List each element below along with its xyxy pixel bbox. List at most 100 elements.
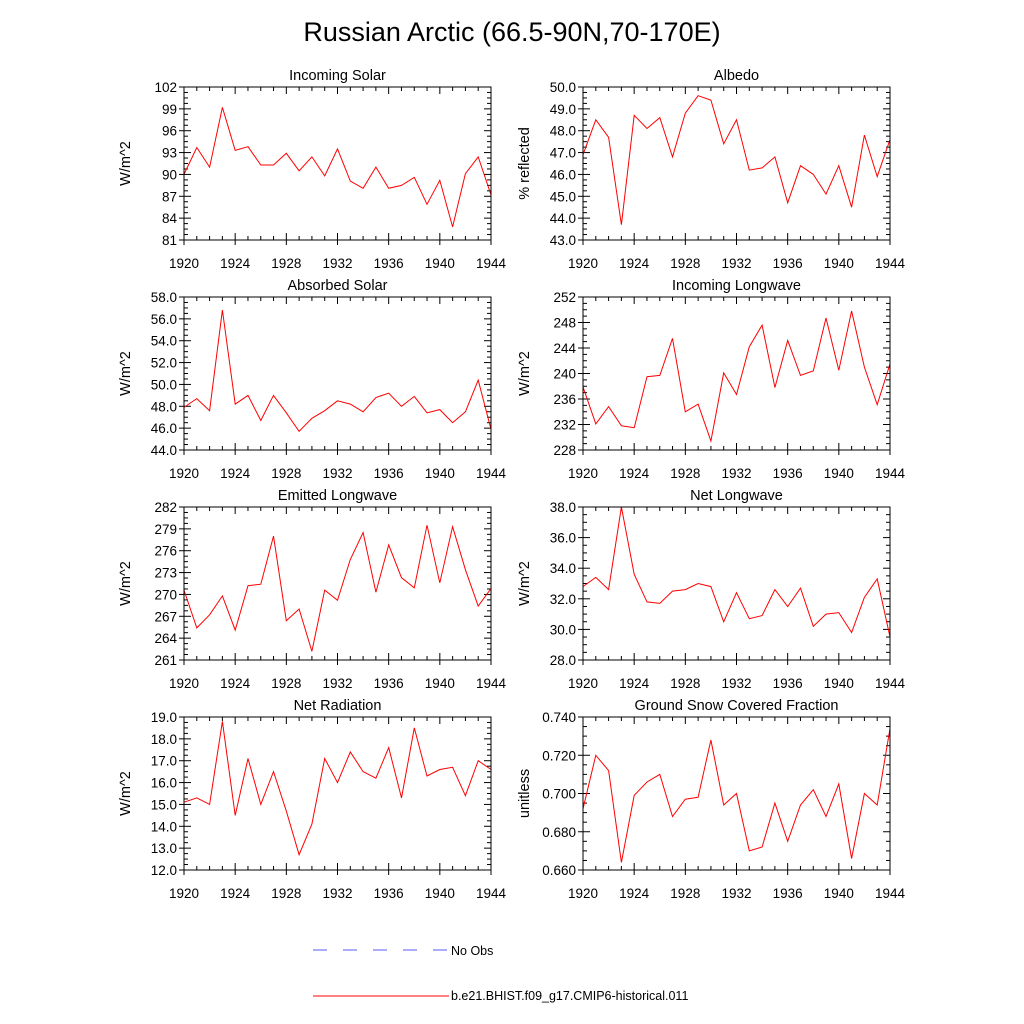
x-tick-label: 1920 [568,256,598,271]
x-tick-label: 1940 [824,256,854,271]
y-tick-label: 90 [162,167,177,182]
y-tick-label: 0.740 [542,710,576,725]
y-axis-label: W/m^2 [118,351,134,396]
panel-albedo: Albedo % reflected 43.0 44.0 45.0 46.0 47.0 48.… [517,68,906,271]
x-tick-label: 1944 [875,256,906,271]
plot-frame [183,716,492,871]
y-tick-label: 102 [154,80,177,95]
x-tick-label: 1944 [476,466,507,481]
x-tick-label: 1928 [670,256,700,271]
y-tick-label: 252 [553,290,576,305]
x-tick-label: 1944 [875,466,906,481]
y-tick-label: 18.0 [151,732,177,747]
x-tick-label: 1936 [773,886,803,901]
plot-frame [582,716,891,871]
panel-title: Net Longwave [690,488,783,504]
x-tick-label: 1924 [619,466,650,481]
y-tick-label: 244 [553,341,576,356]
x-tick-label: 1920 [169,256,199,271]
series-line [183,721,492,857]
x-tick-label: 1920 [169,676,199,691]
y-tick-label: 14.0 [151,819,177,834]
y-tick-label: 264 [154,631,177,646]
x-tick-label: 1932 [322,886,352,901]
panel-ground-snow-covered-fraction: Ground Snow Covered Fraction unitless 0.66… [517,698,906,901]
y-tick-label: 47.0 [550,146,576,161]
x-tick-label: 1920 [169,466,199,481]
x-tick-label: 1924 [619,676,650,691]
y-tick-label: 43.0 [550,233,576,248]
x-tick-label: 1936 [374,886,404,901]
y-tick-label: 19.0 [151,710,177,725]
series-line [183,524,492,652]
plot-frame [183,86,492,241]
y-tick-label: 44.0 [550,211,576,226]
legend: No Obs b.e21.BHIST.f09_g17.CMIP6-histori… [313,944,688,1003]
y-tick-label: 44.0 [151,443,177,458]
y-tick-label: 240 [553,367,576,382]
y-tick-label: 236 [553,392,576,407]
y-tick-label: 50.0 [151,377,177,392]
x-tick-label: 1944 [476,256,507,271]
x-tick-label: 1928 [271,466,301,481]
panel-title: Absorbed Solar [288,278,388,294]
y-axis-label: % reflected [517,127,533,200]
y-tick-label: 96 [162,124,177,139]
panel-title: Incoming Longwave [672,278,801,294]
series-line [582,506,891,638]
x-tick-label: 1944 [875,676,906,691]
x-tick-label: 1940 [425,466,455,481]
panel-title: Net Radiation [294,698,382,714]
y-tick-label: 261 [154,653,177,668]
panel-title: Albedo [714,68,759,84]
y-tick-label: 232 [553,418,576,433]
y-tick-label: 279 [154,522,177,537]
y-tick-label: 48.0 [151,399,177,414]
x-tick-label: 1940 [824,466,854,481]
x-tick-label: 1920 [568,676,598,691]
y-tick-label: 17.0 [151,754,177,769]
x-tick-label: 1932 [322,676,352,691]
panel-net-radiation: Net Radiation W/m^2 12.0 13.0 14.0 15.0 16.0 17… [118,698,507,901]
x-tick-label: 1924 [220,886,251,901]
x-tick-label: 1928 [271,256,301,271]
plot-frame [582,86,891,241]
y-tick-label: 276 [154,544,177,559]
x-tick-label: 1928 [271,886,301,901]
x-tick-label: 1932 [721,676,751,691]
x-tick-label: 1924 [619,886,650,901]
legend-entry-model: b.e21.BHIST.f09_g17.CMIP6-historical.011 [313,989,688,1003]
y-tick-label: 248 [553,316,576,331]
x-tick-label: 1924 [220,256,251,271]
plot-frame [183,506,492,661]
y-tick-label: 46.0 [151,421,177,436]
y-tick-label: 270 [154,587,177,602]
y-tick-label: 52.0 [151,356,177,371]
x-tick-label: 1936 [773,256,803,271]
y-tick-label: 15.0 [151,797,177,812]
x-tick-label: 1932 [721,886,751,901]
x-tick-label: 1932 [721,466,751,481]
panel-title: Ground Snow Covered Fraction [635,698,839,714]
y-tick-label: 0.660 [542,863,576,878]
x-tick-label: 1940 [425,256,455,271]
y-tick-label: 228 [553,443,576,458]
y-tick-label: 28.0 [550,653,576,668]
series-line [582,728,891,863]
x-tick-label: 1940 [425,676,455,691]
panel-grid: Incoming Solar W/m^2 81 84 87 90 93 96 99 102 1920… [118,68,906,901]
y-tick-label: 93 [162,146,177,161]
plot-frame [582,296,891,451]
y-tick-label: 16.0 [151,776,177,791]
x-tick-label: 1932 [322,466,352,481]
y-tick-label: 32.0 [550,592,576,607]
x-tick-label: 1940 [824,676,854,691]
x-tick-label: 1932 [322,256,352,271]
x-tick-label: 1924 [619,256,650,271]
y-axis-label: W/m^2 [118,561,134,606]
y-tick-label: 282 [154,500,177,515]
y-axis-label: W/m^2 [517,561,533,606]
panel-absorbed-solar: Absorbed Solar W/m^2 44.0 46.0 48.0 50.0 52.0 5… [118,278,507,481]
y-tick-label: 81 [162,233,177,248]
